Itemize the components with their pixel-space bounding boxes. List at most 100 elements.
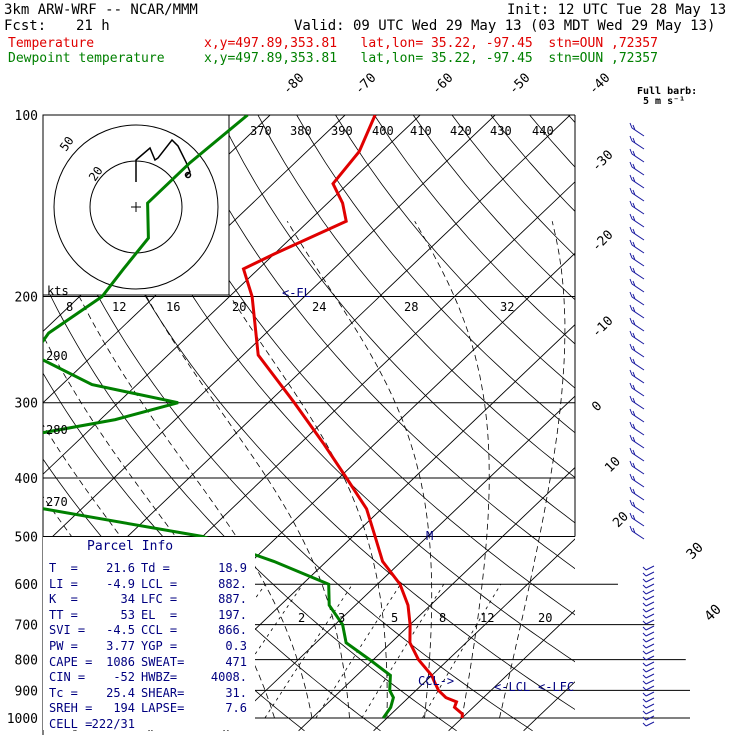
wind-barb-staff — [642, 691, 655, 697]
wind-barb-staff — [629, 278, 645, 293]
temperature-tick-label: -60 — [429, 71, 456, 98]
temperature-tick-label: 30 — [684, 540, 707, 563]
mixing-ratio-label: 5 — [391, 611, 398, 625]
wind-barb — [629, 161, 645, 176]
theta-e-label: 410 — [410, 124, 432, 138]
wind-barb-staff — [629, 265, 645, 280]
parcel-info-key: CCL = — [141, 623, 178, 638]
wind-barb-staff — [642, 601, 655, 607]
wind-barb-staff — [642, 697, 655, 703]
wind-barb-staff — [629, 252, 645, 267]
wind-barb — [629, 213, 645, 228]
wind-barb-staff — [629, 200, 645, 215]
dry-adiabat-line — [257, 115, 575, 479]
wind-barb — [629, 408, 645, 423]
hodograph-ring-outer — [53, 124, 219, 290]
wind-barb-staff — [629, 161, 645, 176]
wind-barb-staff — [629, 213, 645, 228]
wind-barb — [642, 619, 655, 625]
theta-label: 280 — [46, 423, 68, 437]
parcel-info-row: CAPE = 1086 SWEAT= 471 — [49, 655, 254, 670]
hodograph-speed-tick: 28 — [404, 300, 418, 314]
wind-barb-staff — [642, 721, 655, 727]
wind-barb-staff — [629, 135, 645, 150]
wind-barb-staff — [629, 473, 645, 488]
parcel-info-key: SREH = — [49, 701, 93, 716]
parcel-info-key: Td = — [141, 561, 170, 575]
wind-barb — [629, 174, 645, 189]
wind-barb-staff — [629, 499, 645, 514]
wind-barb-staff — [642, 637, 655, 643]
hodograph: 50 20 — [42, 114, 230, 296]
hodograph-speed-tick: 32 — [500, 300, 514, 314]
barb-legend-value: 5 m s⁻¹ — [643, 96, 685, 107]
wind-barb-staff — [629, 486, 645, 501]
parcel-info-row: SREH = 194 LAPSE= 7.6 — [49, 701, 254, 716]
wind-barb — [629, 525, 645, 540]
temperature-tick-label: -10 — [589, 314, 616, 341]
parcel-info-row: PW = 3.77 YGP = 0.3 — [49, 639, 254, 654]
dewpoint-legend-label: Dewpoint temperature — [8, 51, 165, 66]
moist-adiabat-line — [499, 221, 566, 719]
isotherm-line — [43, 115, 571, 618]
dry-adiabat-line — [659, 87, 740, 730]
wind-barb-staff — [642, 607, 655, 613]
model-title: 3km ARW-WRF -- NCAR/MMM — [4, 2, 198, 18]
isotherm-line — [43, 115, 346, 404]
dry-adiabat-line — [296, 115, 575, 434]
wind-barb — [629, 135, 645, 150]
wind-barb-staff — [642, 589, 655, 595]
dry-adiabat-line — [451, 115, 575, 257]
pressure-tick-label: 800 — [15, 654, 38, 669]
mixing-ratio-label: 2 — [298, 611, 305, 625]
temperature-tick-label: 20 — [610, 509, 632, 531]
pressure-tick-label: 600 — [15, 578, 38, 593]
moist-adiabat-line — [286, 220, 433, 719]
theta-label: 290 — [46, 349, 68, 363]
wind-barb-staff — [629, 421, 645, 436]
forecast-hour: 21 h — [76, 18, 110, 34]
mixing-ratio-label: 3 — [338, 611, 345, 625]
parcel-info-value: 7.6 — [225, 701, 247, 716]
temperature-tick-label: -40 — [586, 71, 613, 98]
wind-barb — [642, 715, 655, 721]
wind-barb-staff — [629, 369, 645, 384]
wind-barb-staff — [629, 447, 645, 462]
parcel-info-row: CIN = -52 HWBZ= 4008. — [49, 670, 254, 685]
wind-barb — [629, 317, 645, 332]
dry-adiabat-line — [529, 115, 575, 168]
dry-adiabat-line — [583, 87, 740, 730]
moist-adiabat-line — [414, 220, 490, 719]
isotherm-line — [448, 609, 575, 732]
parcel-info-value: 194 — [113, 701, 135, 716]
wind-barb — [642, 697, 655, 703]
pressure-tick-label: 300 — [15, 397, 38, 412]
wind-barb — [642, 571, 655, 577]
parcel-info-value: 53 — [120, 607, 135, 622]
temperature-profile-line — [241, 115, 464, 719]
wind-barb-staff — [642, 673, 655, 679]
wind-barb-staff — [642, 661, 655, 667]
wind-barb — [642, 583, 655, 589]
wind-barb-staff — [642, 625, 655, 631]
wind-barb-staff — [629, 226, 645, 241]
dry-adiabat-line — [63, 115, 575, 710]
wind-barb — [642, 685, 655, 691]
wind-barb — [642, 691, 655, 697]
isotherm-line — [43, 115, 496, 547]
lfc-marker: <-LFC — [538, 680, 574, 694]
parcel-info-value: 4008. — [210, 670, 247, 685]
wind-barb — [629, 486, 645, 501]
wind-barb — [629, 434, 645, 449]
wind-barb-staff — [629, 317, 645, 332]
wind-barb — [642, 649, 655, 655]
isotherm-line — [223, 395, 575, 732]
parcel-info-value: 25.4 — [106, 685, 135, 700]
wind-barb — [642, 721, 655, 727]
hodograph-trace — [135, 138, 191, 182]
temperature-tick-label: 40 — [702, 602, 725, 625]
pressure-tick-label: 100 — [15, 109, 38, 124]
parcel-info-row: T = 21.6 Td = 18.9 — [49, 561, 254, 576]
wind-barb — [629, 447, 645, 462]
wind-barb-staff — [642, 613, 655, 619]
